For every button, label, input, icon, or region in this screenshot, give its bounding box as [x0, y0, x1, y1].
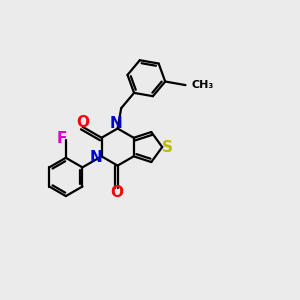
Text: N: N — [90, 150, 103, 165]
Text: S: S — [162, 140, 173, 154]
Text: O: O — [76, 115, 89, 130]
Text: CH₃: CH₃ — [192, 80, 214, 90]
Text: F: F — [56, 131, 67, 146]
Text: O: O — [110, 185, 124, 200]
Text: N: N — [110, 116, 122, 131]
